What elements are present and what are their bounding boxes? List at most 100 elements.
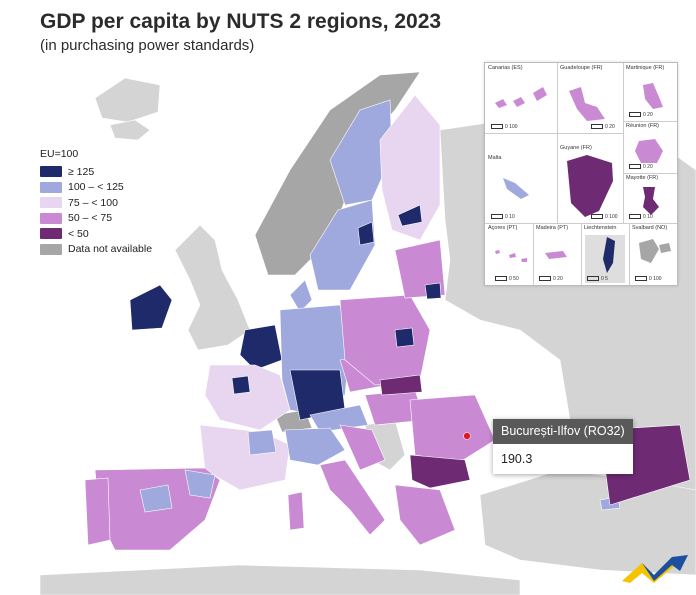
inset-scale: 0 100 bbox=[635, 276, 662, 282]
inset-scale: 0 20 bbox=[629, 164, 653, 170]
svalbard-shapes bbox=[639, 239, 671, 263]
legend-label: 75 – < 100 bbox=[68, 196, 118, 209]
inset-madeira: Madeira (PT) 0 20 bbox=[533, 223, 582, 285]
legend-label: Data not available bbox=[68, 243, 153, 256]
legend-label: 100 – < 125 bbox=[68, 181, 124, 194]
iceland-land bbox=[109, 119, 151, 141]
region-austria bbox=[309, 404, 369, 433]
legend-item: < 50 bbox=[40, 226, 152, 242]
inset-svalbard: Svalbard (NO) 0 100 bbox=[629, 223, 677, 285]
guadeloupe-shapes bbox=[569, 87, 605, 121]
inset-scale: 0 5 bbox=[587, 276, 608, 282]
legend-label: ≥ 125 bbox=[68, 165, 95, 178]
inset-scale: 0 50 bbox=[495, 276, 519, 282]
legend-title: EU=100 bbox=[40, 148, 79, 160]
region-bulgaria bbox=[409, 454, 471, 489]
region-stockholm bbox=[357, 221, 375, 246]
region-sweden-south bbox=[309, 199, 376, 291]
region-lyon bbox=[247, 429, 277, 456]
inset-scale: 0 10 bbox=[491, 214, 515, 220]
region-croatia bbox=[339, 424, 386, 471]
page-title: GDP per capita by NUTS 2 regions, 2023 bbox=[40, 10, 442, 33]
inset-label: Açores (PT) bbox=[488, 225, 518, 231]
region-catalonia bbox=[184, 469, 216, 499]
inset-label: Guadeloupe (FR) bbox=[560, 65, 603, 71]
eurostat-logo-icon bbox=[622, 555, 688, 583]
inset-scale: 0 20 bbox=[591, 124, 615, 130]
south-east-europe[interactable] bbox=[284, 394, 691, 546]
acores-shapes bbox=[495, 250, 527, 262]
inset-liechtenstein: Liechtenstein 0 5 bbox=[581, 223, 630, 285]
region-sardinia bbox=[287, 491, 305, 531]
inset-scale: 0 20 bbox=[539, 276, 563, 282]
legend-item: 100 – < 125 bbox=[40, 180, 152, 196]
inset-scale: 0 100 bbox=[491, 124, 518, 130]
reunion-shapes bbox=[635, 139, 663, 163]
tooltip-value: 190.3 bbox=[501, 452, 533, 466]
inset-scale: 0 20 bbox=[629, 112, 653, 118]
legend-swatch bbox=[40, 228, 62, 240]
inset-label: Réunion (FR) bbox=[626, 123, 660, 129]
inset-label: Svalbard (NO) bbox=[632, 225, 668, 231]
inset-guyane: Guyane (FR) 0 100 bbox=[557, 133, 624, 224]
legend-item: ≥ 125 bbox=[40, 164, 152, 180]
western-europe[interactable] bbox=[84, 284, 291, 551]
region-benelux bbox=[239, 324, 283, 371]
inset-label: Liechtenstein bbox=[584, 225, 617, 231]
legend-swatch bbox=[40, 166, 62, 178]
inset-label: Mayotte (FR) bbox=[626, 175, 659, 181]
region-tooltip: București-Ilfov (RO32) 190.3 bbox=[493, 419, 633, 474]
legend-label: < 50 bbox=[68, 227, 89, 240]
region-slovakia bbox=[379, 374, 423, 396]
guyane-shapes bbox=[567, 155, 613, 217]
inset-scale: 0 100 bbox=[591, 214, 618, 220]
legend-swatch bbox=[40, 197, 62, 209]
inset-martinique: Martinique (FR) 0 20 bbox=[623, 63, 677, 122]
region-helsinki bbox=[397, 204, 423, 227]
central-europe[interactable] bbox=[279, 239, 446, 433]
region-finland bbox=[379, 94, 441, 241]
map-legend: EU=100 ≥ 125 100 – < 125 75 – < 100 50 –… bbox=[40, 148, 152, 257]
legend-swatch bbox=[40, 212, 62, 224]
inset-label: Madeira (PT) bbox=[536, 225, 569, 231]
mayotte-shapes bbox=[643, 187, 659, 215]
scandinavia[interactable] bbox=[254, 71, 441, 313]
selected-region-marker bbox=[463, 432, 471, 440]
region-ile-de-france bbox=[231, 375, 251, 395]
tooltip-region-name: București-Ilfov (RO32) bbox=[493, 419, 633, 444]
inset-malta: Malta 0 10 bbox=[485, 133, 558, 224]
inset-label: Martinique (FR) bbox=[626, 65, 665, 71]
malta-shapes bbox=[503, 178, 529, 199]
martinique-shapes bbox=[643, 83, 663, 109]
region-madrid bbox=[139, 484, 173, 513]
inset-acores: Açores (PT) 0 50 bbox=[485, 223, 534, 285]
region-greece bbox=[394, 484, 456, 546]
legend-swatch bbox=[40, 243, 62, 255]
africa-land bbox=[39, 564, 521, 595]
legend-item: Data not available bbox=[40, 242, 152, 258]
inset-mayotte: Mayotte (FR) 0 10 bbox=[623, 173, 677, 224]
madeira-shapes bbox=[545, 251, 567, 259]
liechtenstein-shapes bbox=[585, 235, 625, 283]
overseas-insets-panel: Canarias (ES) 0 100 Guadeloupe (FR) 0 20… bbox=[484, 62, 678, 286]
region-italy-south bbox=[319, 459, 386, 536]
region-italy-north bbox=[284, 427, 346, 466]
region-romania bbox=[409, 394, 496, 463]
greenland-land bbox=[94, 77, 161, 123]
page-subtitle: (in purchasing power standards) bbox=[40, 37, 255, 54]
region-lithuania-capital bbox=[424, 282, 442, 300]
legend-item: 50 – < 75 bbox=[40, 211, 152, 227]
uk-land bbox=[174, 224, 251, 351]
inset-reunion: Réunion (FR) 0 20 bbox=[623, 121, 677, 174]
region-france-north bbox=[204, 364, 291, 431]
inset-scale: 0 10 bbox=[629, 214, 653, 220]
inset-label: Malta bbox=[488, 155, 502, 161]
region-warsaw bbox=[394, 327, 415, 348]
legend-label: 50 – < 75 bbox=[68, 212, 113, 225]
legend-item: 75 – < 100 bbox=[40, 195, 152, 211]
inset-guadeloupe: Guadeloupe (FR) 0 20 bbox=[557, 63, 624, 134]
legend-swatch bbox=[40, 181, 62, 193]
inset-label: Guyane (FR) bbox=[560, 145, 592, 151]
inset-label: Canarias (ES) bbox=[488, 65, 523, 71]
region-portugal bbox=[84, 477, 111, 546]
